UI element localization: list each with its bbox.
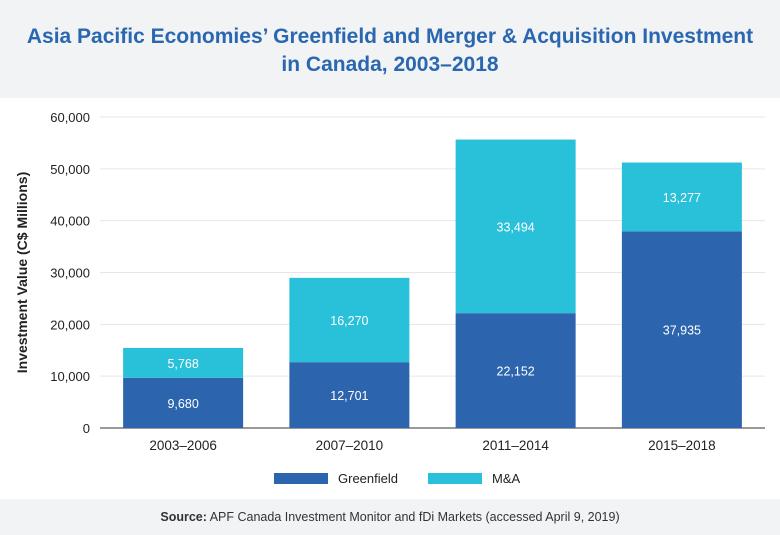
chart-title-line-1: Asia Pacific Economies’ Greenfield and M…: [26, 25, 754, 48]
legend-label-greenfield: Greenfield: [338, 470, 398, 486]
legend: Greenfield M&A: [0, 468, 780, 488]
bar-ma: [621, 162, 742, 232]
source-band: Source: APF Canada Investment Monitor an…: [0, 499, 780, 535]
y-tick-label: 20,000: [50, 317, 90, 332]
y-tick-label: 50,000: [50, 162, 90, 177]
legend-item-ma: M&A: [428, 468, 520, 488]
y-tick-label: 60,000: [50, 110, 90, 125]
bar-value-label: 12,701: [330, 389, 368, 403]
y-tick-label: 30,000: [50, 266, 90, 281]
x-tick-label: 2007–2010: [316, 438, 384, 453]
bar-greenfield: [621, 231, 742, 428]
bar-value-label: 5,768: [167, 357, 198, 371]
legend-swatch-greenfield: [274, 472, 328, 484]
bar-greenfield: [455, 313, 576, 428]
y-tick-label: 10,000: [50, 369, 90, 384]
source-text: APF Canada Investment Monitor and fDi Ma…: [209, 510, 620, 524]
legend-item-greenfield: Greenfield: [274, 468, 398, 488]
bar-greenfield: [289, 362, 410, 428]
y-tick-label: 40,000: [50, 214, 90, 229]
legend-label-ma: M&A: [492, 470, 521, 486]
bar-value-label: 9,680: [167, 397, 198, 411]
y-tick-label: 0: [83, 421, 90, 436]
x-tick-label: 2011–2014: [482, 438, 549, 453]
chart-title-line-2: in Canada, 2003–2018: [281, 53, 499, 76]
bar-greenfield: [123, 377, 244, 428]
title-band: [0, 0, 780, 98]
source-note: Source: APF Canada Investment Monitor an…: [0, 499, 780, 535]
bar-ma: [455, 139, 576, 314]
bar-value-label: 22,152: [497, 365, 535, 379]
stacked-bar-chart: 0 10,000 20,000 30,000 40,000 50,000 60,000 Inv…: [14, 110, 765, 453]
x-tick-label: 2003–2006: [149, 438, 217, 453]
bar-value-label: 33,494: [497, 220, 535, 234]
bar-ma: [289, 277, 410, 363]
bar-value-label: 13,277: [663, 191, 701, 205]
bar-value-label: 16,270: [330, 314, 368, 328]
y-axis-title: Investment Value (C$ Millions): [14, 172, 30, 374]
source-label: Source:: [160, 510, 207, 524]
bar-value-label: 37,935: [663, 324, 701, 338]
x-tick-label: 2015–2018: [648, 438, 716, 453]
bar-ma: [123, 347, 244, 378]
legend-swatch-ma: [428, 472, 482, 484]
